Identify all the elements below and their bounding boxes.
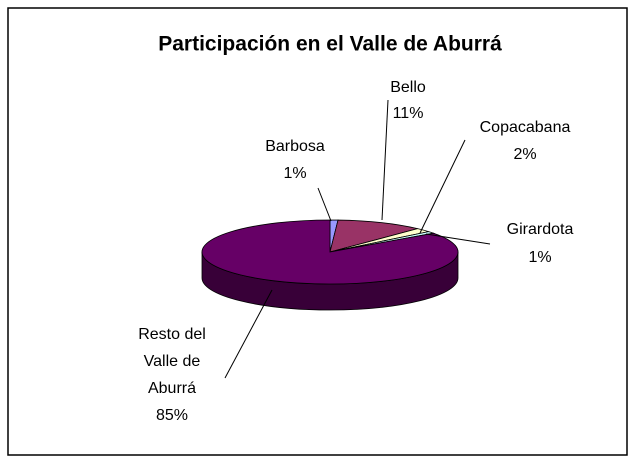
pie-slice xyxy=(201,219,459,285)
data-label-value: 2% xyxy=(513,146,536,163)
leader-line xyxy=(381,99,389,221)
label-line: Resto del xyxy=(138,326,206,343)
pie-slice xyxy=(329,219,418,253)
data-label-value: 11% xyxy=(393,105,424,122)
data-label-category: Copacabana xyxy=(480,119,571,136)
data-label-category: Girardota xyxy=(507,221,574,238)
leader-line xyxy=(317,187,332,222)
data-label-value: 85% xyxy=(156,407,188,424)
leader-line xyxy=(425,233,491,245)
label-line: Aburrá xyxy=(148,380,196,397)
data-label-category: Bello xyxy=(390,79,426,96)
data-label-category: Resto del Valle de Aburrá xyxy=(138,326,206,397)
data-label-category: Barbosa xyxy=(265,138,325,155)
chart-title: Participación en el Valle de Aburrá xyxy=(158,33,502,56)
label-line: Valle de xyxy=(144,353,201,370)
leader-line xyxy=(419,139,466,234)
data-label-value: 1% xyxy=(283,165,306,182)
data-label-value: 1% xyxy=(528,249,551,266)
leader-line xyxy=(224,289,273,379)
